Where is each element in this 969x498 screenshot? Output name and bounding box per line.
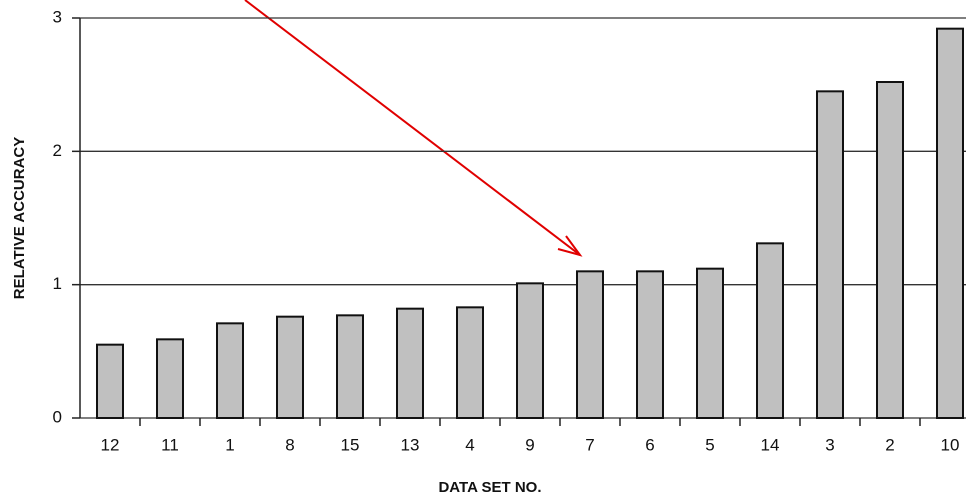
x-tick-label: 11: [161, 435, 179, 454]
x-tick-label: 14: [761, 435, 780, 454]
x-tick-label: 13: [401, 435, 420, 454]
x-tick-label: 2: [885, 435, 894, 454]
bar: [336, 314, 364, 420]
x-tick-label: 15: [341, 435, 360, 454]
bar: [576, 270, 604, 420]
bar: [936, 27, 964, 420]
y-tick-label: 3: [53, 7, 62, 26]
bar: [216, 322, 244, 420]
bar: [456, 306, 484, 420]
y-tick-label: 1: [53, 274, 62, 293]
bar: [876, 81, 904, 419]
x-axis-label: DATA SET NO.: [438, 479, 541, 496]
bar: [516, 282, 544, 420]
y-tick-label: 0: [53, 407, 62, 426]
bar: [816, 90, 844, 419]
x-tick-label: 5: [705, 435, 714, 454]
bar: [636, 270, 664, 420]
bar: [756, 242, 784, 419]
x-tick-label: 9: [525, 435, 534, 454]
x-tick-label: 4: [465, 435, 474, 454]
x-tick-label: 8: [285, 435, 294, 454]
y-tick-label: 2: [53, 141, 62, 160]
bar: [396, 307, 424, 419]
annotation-arrowhead: [557, 235, 583, 257]
bar: [696, 267, 724, 419]
x-tick-label: 12: [101, 435, 120, 454]
bar: [156, 338, 184, 420]
annotation-arrow: [244, 0, 581, 256]
x-tick-label: 7: [585, 435, 594, 454]
x-tick-label: 1: [225, 435, 234, 454]
x-tick-label: 6: [645, 435, 654, 454]
x-tick-label: 10: [941, 435, 960, 454]
x-tick-label: 3: [825, 435, 834, 454]
bar: [96, 343, 124, 419]
bar: [276, 315, 304, 419]
y-axis-label: RELATIVE ACCURACY: [11, 137, 28, 300]
